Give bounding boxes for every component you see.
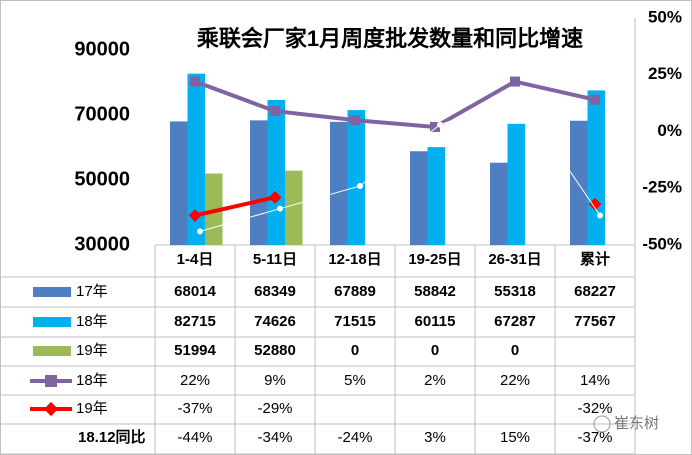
y2-tick-label: 0% — [657, 121, 682, 140]
legend-label: 19年 — [76, 400, 108, 417]
marker — [268, 190, 282, 204]
marker — [188, 209, 202, 222]
legend-key — [33, 317, 71, 327]
marker — [350, 115, 360, 126]
legend-label: 18.12同比 — [78, 428, 146, 446]
table-value: 0 — [351, 342, 359, 359]
table-value: 2% — [424, 372, 446, 389]
line — [199, 96, 601, 232]
x-tick-label: 5-11日 — [253, 251, 297, 268]
bar — [427, 147, 445, 245]
table-value: 22% — [180, 372, 210, 389]
marker — [357, 182, 363, 189]
table-value: 58842 — [414, 283, 456, 300]
marker — [517, 94, 523, 101]
table-value: -24% — [337, 429, 372, 446]
bar — [267, 99, 285, 245]
legend-key — [33, 287, 71, 297]
table-value: 52880 — [254, 342, 296, 359]
line — [194, 79, 596, 130]
table-value: 67889 — [334, 283, 376, 300]
table-value: -44% — [177, 429, 212, 446]
table-value: 5% — [344, 372, 366, 389]
watermark: 崔东树 — [614, 415, 659, 432]
table-value: 68014 — [174, 283, 216, 300]
bar — [347, 110, 365, 245]
table-value: -29% — [257, 400, 292, 417]
x-tick-label: 12-18日 — [328, 251, 381, 268]
x-tick-label: 26-31日 — [488, 251, 541, 268]
table-value: 77567 — [574, 313, 616, 330]
table-value: 67287 — [494, 313, 536, 330]
marker — [510, 76, 520, 87]
y2-tick-label: -25% — [642, 178, 682, 197]
table-value: 71515 — [334, 313, 376, 330]
table-value: -37% — [577, 429, 612, 446]
bar — [490, 162, 508, 245]
chart-title: 乘联会厂家1月周度批发数量和同比增速 — [196, 26, 583, 51]
y-tick-label: 70000 — [74, 103, 130, 125]
bar — [285, 170, 303, 245]
marker — [437, 121, 443, 128]
table-value: 68227 — [574, 283, 616, 300]
legend-key — [43, 401, 59, 417]
marker — [197, 228, 203, 235]
table-value: -34% — [257, 429, 292, 446]
x-tick-label: 1-4日 — [177, 251, 214, 268]
bar — [570, 120, 588, 245]
table-value: 0 — [431, 342, 439, 359]
y2-tick-label: 25% — [648, 64, 682, 83]
table-value: 51994 — [174, 342, 216, 359]
table-value: 68349 — [254, 283, 296, 300]
y2-tick-label: 50% — [648, 7, 682, 26]
legend-label: 18年 — [76, 372, 108, 389]
table-value: -32% — [577, 400, 612, 417]
x-tick-label: 19-25日 — [408, 251, 461, 268]
legend-key — [33, 346, 71, 356]
table-value: 82715 — [174, 313, 216, 330]
table-value: 55318 — [494, 283, 536, 300]
y-tick-label: 90000 — [74, 38, 130, 60]
y-tick-label: 50000 — [74, 168, 130, 190]
marker — [430, 121, 440, 132]
bar — [250, 120, 268, 245]
table-value: 0 — [511, 342, 519, 359]
marker — [277, 205, 283, 212]
table-value: 9% — [264, 372, 286, 389]
table-value: -37% — [177, 400, 212, 417]
x-tick-label: 累计 — [580, 250, 610, 268]
bar — [587, 90, 605, 245]
bar — [507, 123, 525, 245]
legend-label: 17年 — [76, 283, 108, 300]
table-value: 14% — [580, 372, 610, 389]
marker — [597, 212, 603, 219]
marker — [190, 76, 200, 87]
table-value: 15% — [500, 429, 530, 446]
y2-tick-label: -50% — [642, 234, 682, 253]
bar — [187, 73, 205, 246]
bar — [205, 173, 223, 245]
marker — [270, 106, 280, 117]
legend-label: 18年 — [76, 313, 108, 330]
watermark-icon — [593, 415, 611, 433]
table-value: 22% — [500, 372, 530, 389]
bar — [410, 151, 428, 245]
bar — [170, 121, 188, 245]
legend-label: 19年 — [76, 342, 108, 359]
marker — [590, 94, 600, 105]
y-tick-label: 30000 — [74, 233, 130, 255]
bar — [330, 121, 348, 245]
table-value: 74626 — [254, 313, 296, 330]
legend-key — [45, 375, 57, 387]
table-value: 3% — [424, 429, 446, 446]
table-value: 60115 — [415, 313, 456, 330]
